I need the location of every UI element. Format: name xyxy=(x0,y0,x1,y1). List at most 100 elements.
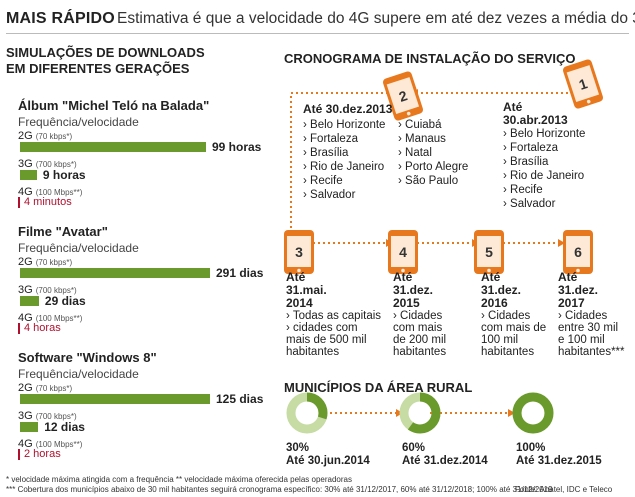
step2-cities-col2: › Cuiabá › Manaus › Natal › Porto Alegre… xyxy=(398,118,468,188)
download-bar-4g xyxy=(18,323,20,334)
footnote-1: * velocidade máxima atingida com a frequ… xyxy=(6,475,352,484)
step6-date: 2017 xyxy=(558,296,585,310)
city-item: › São Paulo xyxy=(398,175,459,187)
city-item: › Natal xyxy=(398,147,432,159)
rural-item-1: 30% Até 30.jun.2014 xyxy=(286,442,370,468)
step3-desc: › cidades com xyxy=(286,322,358,334)
rural-pct: 100% xyxy=(516,442,546,454)
city-item: › Recife xyxy=(303,175,343,187)
step5-desc: com mais de xyxy=(481,322,547,334)
phone-number-label: 4 xyxy=(399,244,407,260)
step4-desc: › Cidades xyxy=(393,310,443,322)
step4-date: 2015 xyxy=(393,296,420,310)
phone-marker-3: 3 xyxy=(284,230,314,274)
phone-marker-6: 6 xyxy=(563,230,593,274)
step6-date: Até xyxy=(558,270,578,284)
donut-progress xyxy=(286,392,328,434)
step2-date: Até 30.dez.2013 xyxy=(303,102,393,116)
step6-desc: habitantes*** xyxy=(558,346,625,358)
bar-value-label: 4 horas xyxy=(24,322,61,334)
step3-date: 2014 xyxy=(286,296,313,310)
generation-label: 3G (700 kbps*) xyxy=(18,284,77,296)
schedule-title: CRONOGRAMA DE INSTALAÇÃO DO SERVIÇO xyxy=(284,51,576,66)
phone-number-label: 5 xyxy=(485,244,493,260)
city-item: › Brasília xyxy=(503,156,549,168)
download-case-title: Software "Windows 8" xyxy=(18,350,157,365)
download-bar xyxy=(20,170,37,180)
city-item: › Rio de Janeiro xyxy=(303,161,385,173)
download-bar-4g xyxy=(18,449,20,460)
download-bar xyxy=(20,394,210,404)
city-item: › Brasília xyxy=(303,147,349,159)
bar-value-label: 9 horas xyxy=(42,168,86,182)
bar-value-label: 99 horas xyxy=(212,140,262,154)
bar-value-label: 29 dias xyxy=(44,294,86,308)
bar-value-label: 2 horas xyxy=(24,448,61,460)
donut-progress xyxy=(399,392,441,434)
city-item: › Rio de Janeiro xyxy=(503,170,585,182)
step5-desc: 100 mil xyxy=(481,334,519,346)
generation-label: 2G (70 kbps*) xyxy=(18,256,73,268)
step3-desc: › Todas as capitais xyxy=(286,310,382,322)
step3-block: Até 31.mai. 2014 › Todas as capitais › c… xyxy=(286,270,382,359)
download-bar xyxy=(20,422,39,432)
download-case-title: Filme "Avatar" xyxy=(18,224,108,239)
city-item: › Recife xyxy=(503,184,543,196)
city-item: › Salvador xyxy=(303,189,356,201)
city-item: › Manaus xyxy=(398,133,446,145)
step5-desc: habitantes xyxy=(481,346,535,358)
step4-desc: de 200 mil xyxy=(393,334,447,346)
step3-date: Até xyxy=(286,270,306,284)
step6-block: Até 31.dez. 2017 › Cidades entre 30 mil … xyxy=(558,270,625,359)
step4-date: 31.dez. xyxy=(393,283,434,297)
step4-desc: com mais xyxy=(393,322,443,334)
footnote-2: *** Cobertura dos municípios abaixo de 3… xyxy=(6,485,553,494)
step5-date: 31.dez. xyxy=(481,283,522,297)
header-title: MAIS RÁPIDO xyxy=(6,10,115,27)
phone-marker-1: 1 xyxy=(562,59,604,109)
phones-layer: 1 2 3 4 5 6 xyxy=(284,59,604,274)
generation-label: 2G (70 kbps*) xyxy=(18,130,73,142)
step3-desc: mais de 500 mil xyxy=(286,334,367,346)
bar-value-label: 125 dias xyxy=(216,392,264,406)
generation-label: 4G (100 Mbps**) xyxy=(18,438,83,450)
download-bar xyxy=(20,142,206,152)
rural-item-3: 100% Até 31.dez.2015 xyxy=(516,442,602,468)
step6-date: 31.dez. xyxy=(558,283,599,297)
step6-desc: entre 30 mil xyxy=(558,322,619,334)
step1-date-line2: 30.abr.2013 xyxy=(503,113,568,127)
step1-cities: › Belo Horizonte › Fortaleza › Brasília … xyxy=(503,127,585,211)
downloads-title-line2: EM DIFERENTES GERAÇÕES xyxy=(6,61,190,76)
phone-number-label: 6 xyxy=(574,244,582,260)
step5-date: Até xyxy=(481,270,501,284)
step3-desc: habitantes xyxy=(286,346,340,358)
step1-date-line1: Até xyxy=(503,100,523,114)
rural-pct: 60% xyxy=(402,442,426,454)
bar-value-label: 4 minutos xyxy=(24,196,72,208)
step5-date: 2016 xyxy=(481,296,508,310)
city-item: › Salvador xyxy=(503,198,556,210)
step2-cities-col1: › Belo Horizonte › Fortaleza › Brasília … xyxy=(303,118,385,202)
rural-date: Até 30.jun.2014 xyxy=(286,455,370,467)
step4-desc: habitantes xyxy=(393,346,447,358)
step6-desc: › Cidades xyxy=(558,310,608,322)
step6-desc: e 100 mil xyxy=(558,334,605,346)
city-item: › Belo Horizonte xyxy=(303,119,386,131)
city-item: › Fortaleza xyxy=(303,133,358,145)
freq-label: Frequência/velocidade xyxy=(18,241,139,255)
rural-item-2: 60% Até 31.dez.2014 xyxy=(402,442,488,468)
footnote-source: Fonte: Anatel, IDC e Teleco xyxy=(515,485,613,494)
step5-desc: › Cidades xyxy=(481,310,531,322)
phone-marker-4: 4 xyxy=(388,230,418,274)
phone-marker-2: 2 xyxy=(382,71,424,121)
phone-number-label: 3 xyxy=(295,244,303,260)
generation-label: 3G (700 kbps*) xyxy=(18,158,77,170)
rural-title: MUNICÍPIOS DA ÁREA RURAL xyxy=(284,380,473,395)
city-item: › Belo Horizonte xyxy=(503,128,586,140)
bar-value-label: 291 dias xyxy=(216,266,264,280)
download-case-title: Álbum "Michel Teló na Balada" xyxy=(18,98,210,113)
route-line xyxy=(290,92,568,414)
step4-block: Até 31.dez. 2015 › Cidades com mais de 2… xyxy=(393,271,447,359)
step5-block: Até 31.dez. 2016 › Cidades com mais de 1… xyxy=(481,270,547,359)
